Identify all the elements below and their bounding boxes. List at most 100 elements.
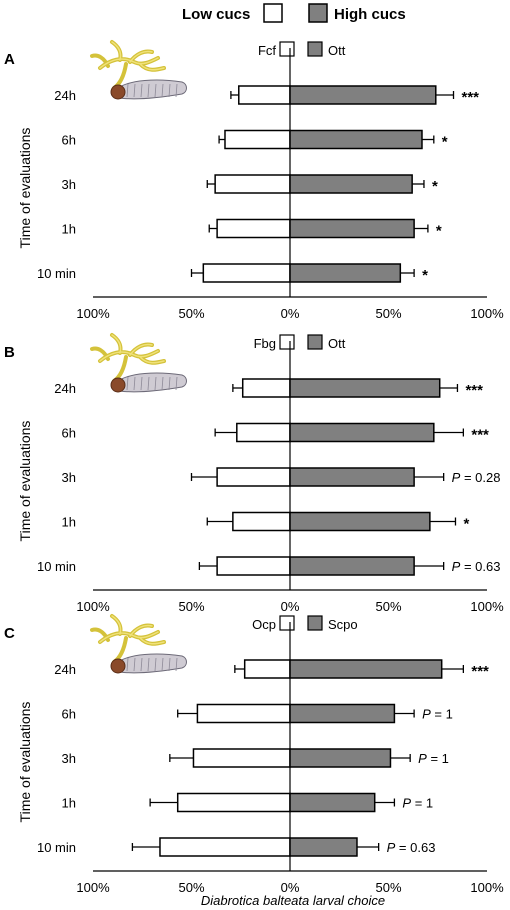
x-tick-label: 0%	[281, 306, 300, 321]
bar-left	[216, 556, 291, 576]
significance-label: *	[422, 267, 428, 284]
p-value: = 1	[431, 707, 453, 722]
bar-right	[289, 129, 423, 150]
larva-segment	[133, 657, 136, 672]
legend-right-swatch	[307, 615, 323, 631]
bar-left	[232, 511, 291, 532]
top-legend: Low cucs High cucs	[182, 3, 406, 23]
significance-label: ***	[471, 663, 489, 680]
significance-label: ***	[462, 89, 480, 106]
panel-label: A	[4, 51, 15, 68]
bar-left	[224, 129, 291, 150]
significance-label: P = 1	[418, 751, 449, 766]
larva-icon	[90, 333, 187, 393]
significance-label: *	[432, 178, 438, 195]
larva-segment	[140, 83, 143, 98]
larva-segment	[147, 83, 150, 98]
significance-label: P = 1	[422, 707, 453, 722]
bar-left	[216, 218, 291, 239]
root-highlight	[99, 334, 165, 364]
bar-right	[289, 556, 415, 576]
bar-left	[241, 378, 291, 398]
x-axis-title: Diabrotica balteata larval choice	[201, 893, 385, 908]
p-symbol: P	[452, 559, 461, 574]
x-tick-label: 0%	[281, 599, 300, 614]
larva-head	[110, 658, 126, 674]
larva-segment	[147, 376, 150, 391]
panel-label: C	[4, 625, 15, 642]
legend-right-swatch	[307, 41, 323, 57]
larva-segment	[126, 657, 129, 672]
category-label: 3h	[62, 177, 76, 192]
x-tick-label: 100%	[76, 306, 110, 321]
legend-left-series: Fcf	[258, 43, 276, 58]
larva-segment	[154, 657, 157, 672]
x-tick-label: 50%	[375, 880, 401, 895]
category-label: 1h	[62, 515, 76, 530]
x-tick-label: 50%	[375, 306, 401, 321]
x-tick-label: 0%	[281, 880, 300, 895]
p-value: = 0.63	[460, 559, 500, 574]
larva-segment	[168, 83, 171, 98]
larva-icon	[90, 40, 187, 100]
category-label: 3h	[62, 751, 76, 766]
p-symbol: P	[418, 751, 427, 766]
root-highlight	[99, 41, 165, 71]
bar-left	[202, 263, 291, 283]
y-axis-title: Time of evaluations	[17, 421, 33, 542]
significance-label: ***	[465, 382, 483, 399]
bar-right	[289, 511, 431, 532]
category-label: 24h	[54, 88, 76, 103]
p-symbol: P	[422, 707, 431, 722]
legend-right-swatch	[307, 334, 323, 350]
category-label: 10 min	[37, 559, 76, 574]
larva-segment	[133, 83, 136, 98]
bar-left	[159, 837, 291, 857]
legend-high-swatch	[308, 3, 328, 23]
larva-segment	[140, 376, 143, 391]
larva-segment	[175, 657, 178, 672]
bar-right	[289, 467, 415, 487]
category-label: 6h	[62, 133, 76, 148]
legend-left-swatch	[279, 615, 295, 631]
legend-right-series: Ott	[328, 336, 346, 351]
bar-left	[214, 174, 291, 194]
bar-right	[289, 85, 437, 105]
significance-label: *	[436, 223, 442, 240]
legend-left-swatch	[279, 334, 295, 350]
category-label: 6h	[62, 426, 76, 441]
legend-left-series: Ocp	[252, 617, 276, 632]
larva-segment	[168, 657, 171, 672]
bar-left	[196, 703, 291, 724]
panels: A Fcf Ott Time of evaluations 100% 50% 0% 50% 10…	[4, 40, 504, 895]
bar-right	[289, 659, 443, 679]
panel-label: B	[4, 344, 15, 361]
larva-segment	[168, 376, 171, 391]
larva-head	[110, 84, 126, 100]
bar-left	[236, 422, 291, 443]
category-label: 6h	[62, 707, 76, 722]
larva-segment	[126, 376, 129, 391]
larva-segment	[175, 376, 178, 391]
larva-segment	[140, 657, 143, 672]
p-value: = 1	[427, 751, 449, 766]
bar-right	[289, 703, 396, 724]
larva-segment	[147, 657, 150, 672]
category-label: 10 min	[37, 266, 76, 281]
legend-right-series: Ott	[328, 43, 346, 58]
bar-left	[192, 748, 291, 768]
bar-right	[289, 218, 415, 239]
significance-label: P = 0.63	[387, 840, 436, 855]
p-symbol: P	[387, 840, 396, 855]
p-value: = 1	[411, 796, 433, 811]
bar-left	[238, 85, 291, 105]
legend-high-label: High cucs	[334, 6, 406, 23]
larva-segment	[154, 83, 157, 98]
x-tick-label: 100%	[76, 599, 110, 614]
category-label: 3h	[62, 470, 76, 485]
larva-segment	[161, 657, 164, 672]
bar-left	[216, 467, 291, 487]
x-tick-label: 50%	[375, 599, 401, 614]
significance-label: *	[442, 134, 448, 151]
